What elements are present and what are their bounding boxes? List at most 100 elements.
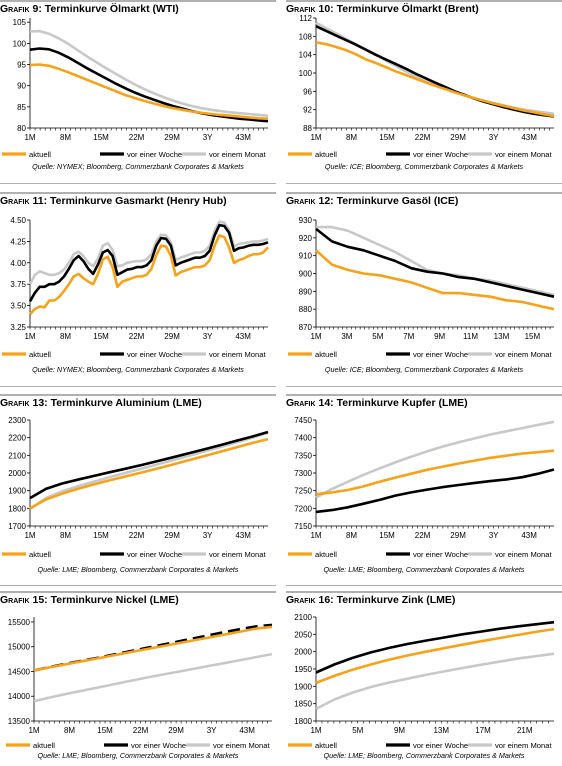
x-tick-label: 43M [521, 133, 537, 142]
y-tick-label: 870 [299, 323, 313, 332]
legend-label-aktuell: aktuell [315, 150, 337, 159]
x-tick-label: 15M [93, 531, 109, 540]
series-line-vor-einer-woche [29, 430, 269, 500]
legend-label-aktuell: aktuell [29, 350, 51, 359]
x-tick-label: 9M [434, 332, 445, 341]
x-tick-label: 8M [60, 332, 71, 341]
series-line-vor-einem-monat [33, 652, 273, 703]
chart-title-prefix: Grafik [286, 195, 316, 207]
series-line-aktuell [315, 627, 555, 685]
x-tick-label: 22M [129, 332, 145, 341]
series-line-vor-einer-woche [28, 223, 269, 302]
chart-title-number: 11: [32, 195, 48, 207]
legend-label-vor-einem-monat: vor einem Monat [495, 350, 552, 359]
series-line-vor-einem-monat [315, 652, 555, 711]
x-tick-label: 15M [93, 133, 109, 142]
y-tick-label: 7250 [294, 487, 312, 496]
panel-bottom-rule [0, 585, 276, 586]
y-tick-label: 100 [299, 69, 313, 78]
panel-bottom-rule [286, 183, 562, 184]
series-line-vor-einer-woche [315, 227, 555, 298]
chart-title-text: Terminkurve Gasöl (ICE) [336, 195, 459, 207]
chart-panel-wti: Grafik 9: Terminkurve Ölmarkt (WTI) 80 85 9… [0, 0, 276, 186]
x-tick-label: 7M [403, 332, 414, 341]
x-tick-label: 22M [415, 133, 431, 142]
legend-label-vor-einer-woche: vor einer Woche [413, 150, 468, 159]
y-tick-label: 2100 [8, 451, 26, 460]
legend-label-vor-einem-monat: vor einem Monat [209, 550, 266, 559]
y-tick-label: 1850 [294, 700, 312, 709]
y-tick-label: 920 [299, 234, 313, 243]
chart-svg: 1800 1850 1900 1950 2000 2050 2100 1M 5M 9M 13M 17M… [288, 613, 555, 750]
chart-panel-brent: Grafik 10: Terminkurve Ölmarkt (Brent) 88… [286, 0, 562, 186]
x-tick-label: 15M [525, 332, 541, 341]
panel-bottom-rule [286, 585, 562, 586]
x-tick-label: 3Y [489, 133, 499, 142]
chart-title: Grafik 10: Terminkurve Ölmarkt (Brent) [286, 3, 479, 15]
x-tick-label: 3M [341, 332, 352, 341]
legend-label-aktuell: aktuell [315, 350, 337, 359]
chart-title-text: Terminkurve Aluminium (LME) [50, 397, 202, 409]
chart-title: Grafik 11: Terminkurve Gasmarkt (Henry H… [0, 195, 227, 207]
chart-svg: 7150 7200 7250 7300 7350 7400 7450 1M 8M 15M 22M 29… [288, 416, 555, 559]
chart-source: Quelle: LME; Bloomberg, Commerzbank Corp… [323, 565, 525, 574]
chart-title: Grafik 12: Terminkurve Gasöl (ICE) [286, 195, 458, 207]
y-tick-label: 2000 [8, 469, 26, 478]
x-tick-label: 15M [379, 133, 395, 142]
x-tick-label: 3Y [203, 133, 213, 142]
y-tick-label: 2000 [294, 648, 312, 657]
y-tick-label: 95 [17, 61, 26, 70]
x-tick-label: 43M [235, 531, 251, 540]
chart-title-number: 16: [318, 594, 334, 606]
series-line-vor-einem-monat [29, 29, 269, 117]
x-tick-label: 15M [93, 332, 109, 341]
chart-svg: 13500 14000 14500 15000 15500 1M 8M 15M 22M 29M 3Y… [6, 617, 273, 750]
panel-top-rule [0, 591, 276, 593]
chart-title: Grafik 14: Terminkurve Kupfer (LME) [286, 397, 468, 409]
chart-title-prefix: Grafik [0, 594, 30, 606]
y-tick-label: 92 [303, 106, 312, 115]
y-tick-label: 90 [17, 82, 26, 91]
x-tick-label: 29M [450, 133, 466, 142]
y-tick-label: 900 [299, 270, 313, 279]
y-tick-label: 4.50 [10, 216, 26, 225]
panel-top-rule [0, 394, 276, 396]
y-tick-label: 2200 [8, 434, 26, 443]
series-line-aktuell [29, 63, 269, 120]
y-tick-label: 1800 [294, 717, 312, 726]
series-line-vor-einer-woche [315, 25, 555, 118]
panel-top-rule [286, 591, 562, 593]
y-tick-label: 96 [303, 87, 312, 96]
y-tick-label: 3.25 [10, 323, 26, 332]
x-tick-label: 22M [133, 726, 149, 735]
chart-title-prefix: Grafik [286, 594, 316, 606]
x-tick-label: 1M [310, 726, 321, 735]
chart-source: Quelle: LME; Bloomberg, Commerzbank Corp… [37, 751, 239, 760]
panel-top-rule [286, 0, 562, 2]
y-tick-label: 2100 [294, 613, 312, 622]
y-tick-label: 85 [17, 103, 26, 112]
y-tick-label: 15500 [8, 618, 31, 627]
y-tick-label: 910 [299, 252, 313, 261]
legend-label-aktuell: aktuell [33, 741, 55, 750]
chart-source: Quelle: LME; Bloomberg, Commerzbank Corp… [323, 751, 525, 760]
y-tick-label: 1900 [294, 682, 312, 691]
series-line-vor-einem-monat [29, 431, 269, 511]
y-tick-label: 2300 [8, 416, 26, 425]
series-line-aktuell [29, 234, 269, 316]
y-tick-label: 14500 [8, 667, 31, 676]
y-tick-label: 930 [299, 216, 313, 225]
chart-title-number: 9: [32, 3, 42, 15]
series-line-aktuell [315, 41, 555, 118]
x-tick-label: 21M [517, 726, 533, 735]
x-tick-label: 22M [415, 531, 431, 540]
chart-svg: 3.25 3.50 3.75 4.00 4.25 4.50 1M 8M 15M 22M 29M 3Y 4… [2, 216, 269, 359]
y-tick-label: 105 [13, 18, 27, 27]
x-tick-label: 43M [521, 531, 537, 540]
legend-label-vor-einer-woche: vor einer Woche [131, 741, 186, 750]
y-tick-label: 112 [299, 14, 312, 23]
x-tick-label: 29M [450, 531, 466, 540]
x-tick-label: 43M [239, 726, 255, 735]
x-tick-label: 43M [235, 133, 251, 142]
chart-panel-nickel: Grafik 15: Terminkurve Nickel (LME) 13500… [0, 591, 276, 766]
